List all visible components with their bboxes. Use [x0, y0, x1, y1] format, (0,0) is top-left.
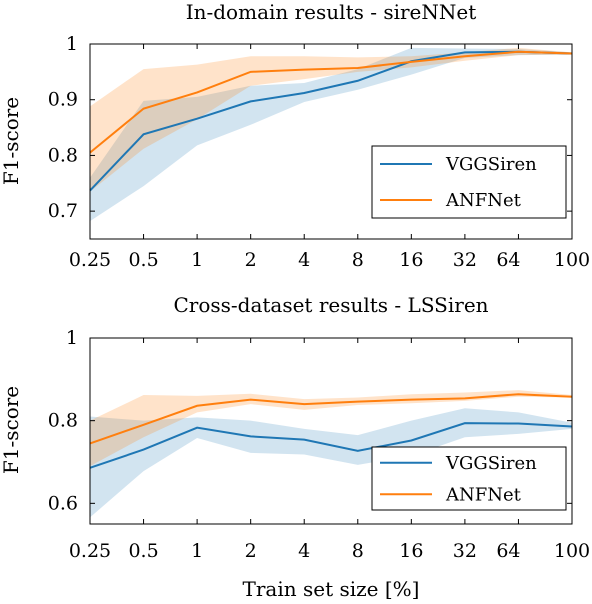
- x-tick-label: 0.5: [128, 249, 158, 271]
- x-tick-label: 16: [399, 249, 423, 271]
- chart-in-domain: In-domain results - sireNNet 0.7 0.8 0.9 1 0.…: [0, 0, 590, 271]
- x-tick-label: 32: [453, 249, 477, 271]
- x-tick-label: 0.5: [128, 540, 158, 562]
- series-line-vggsiren: [89, 422, 573, 469]
- x-tick-label: 64: [496, 540, 520, 562]
- band-anfnet: [90, 390, 572, 467]
- x-tick-label: 2: [245, 249, 257, 271]
- x-tick-label: 64: [496, 249, 520, 271]
- legend: VGGSiren ANFNet: [371, 145, 567, 219]
- x-tick-label: 32: [453, 540, 477, 562]
- x-tick-label: 8: [352, 249, 364, 271]
- chart-cross-dataset: Cross-dataset results - LSSiren 0.6 0.8 1 0.…: [0, 293, 590, 601]
- legend-box: [371, 145, 567, 219]
- plot-frame: [89, 337, 573, 525]
- chart-title: In-domain results - sireNNet: [186, 0, 477, 24]
- x-axis-label: Train set size [%]: [243, 577, 420, 601]
- y-tick-label: 0.9: [48, 89, 78, 111]
- band-anfnet: [90, 47, 572, 192]
- series-line-vggsiren: [89, 50, 573, 192]
- series-line-anfnet: [89, 393, 573, 445]
- band-vggsiren: [90, 408, 572, 518]
- band-vggsiren: [90, 47, 572, 222]
- y-tick-label: 0.8: [48, 410, 78, 432]
- x-tick-label: 100: [554, 540, 590, 562]
- x-tick-label: 4: [298, 249, 310, 271]
- x-tick-label: 0.25: [69, 540, 111, 562]
- y-tick-label: 0.6: [48, 492, 78, 514]
- chart-title: Cross-dataset results - LSSiren: [173, 293, 488, 317]
- legend-label-vggsiren: VGGSiren: [445, 453, 537, 474]
- x-tick-label: 2: [245, 540, 257, 562]
- legend-label-anfnet: ANFNet: [445, 484, 522, 505]
- x-tick-label: 16: [399, 540, 423, 562]
- y-tick-label: 1: [66, 33, 78, 55]
- y-tick-label: 1: [66, 327, 78, 349]
- x-tick-label: 1: [191, 249, 203, 271]
- legend-label-anfnet: ANFNet: [445, 190, 522, 211]
- y-axis-label: F1-score: [0, 97, 23, 185]
- y-tick-label: 0.8: [48, 144, 78, 166]
- legend-label-vggsiren: VGGSiren: [445, 154, 537, 175]
- legend-box: [371, 446, 567, 511]
- y-axis-label: F1-score: [0, 386, 23, 474]
- x-tick-label: 100: [554, 249, 590, 271]
- y-tick-label: 0.7: [48, 200, 78, 222]
- legend: VGGSiren ANFNet: [371, 446, 567, 511]
- plot-frame: [89, 43, 573, 240]
- x-tick-label: 0.25: [69, 249, 111, 271]
- series-line-anfnet: [89, 50, 573, 154]
- x-tick-label: 8: [352, 540, 364, 562]
- x-tick-label: 4: [298, 540, 310, 562]
- x-tick-label: 1: [191, 540, 203, 562]
